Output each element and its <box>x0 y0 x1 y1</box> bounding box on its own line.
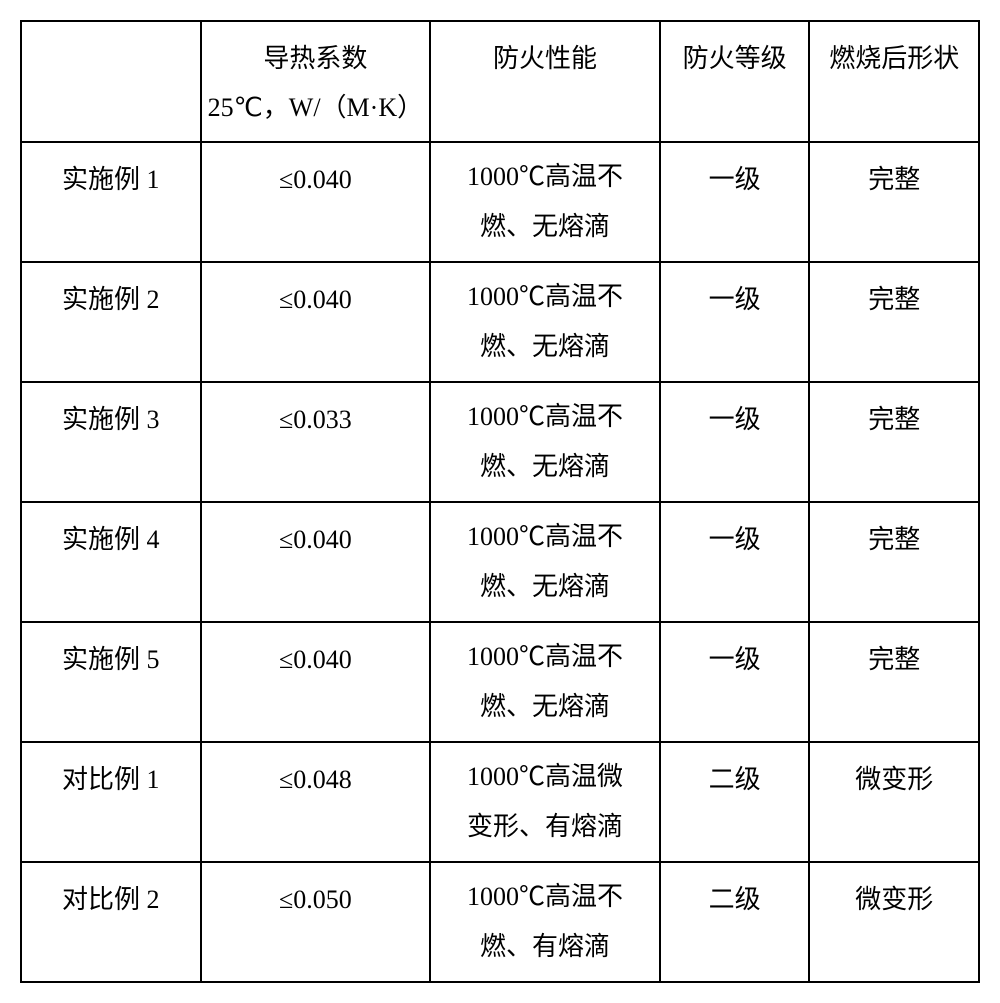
header-text: 燃烧后形状 <box>829 44 959 73</box>
cell-thermal: ≤0.033 <box>201 382 431 502</box>
cell-thermal: ≤0.040 <box>201 142 431 262</box>
table-row: 实施例 2 ≤0.040 1000℃高温不燃、无熔滴 一级 完整 <box>21 262 979 382</box>
cell-fire-perf: 1000℃高温不燃、有熔滴 <box>430 862 660 982</box>
header-cell-fire-grade: 防火等级 <box>660 21 810 142</box>
cell-grade: 一级 <box>660 622 810 742</box>
cell-fire-perf: 1000℃高温不燃、无熔滴 <box>430 502 660 622</box>
header-text: 导热系数 <box>263 44 367 73</box>
cell-fire-perf: 1000℃高温不燃、无熔滴 <box>430 262 660 382</box>
table-header-row: 导热系数 25℃，W/（M·K） 防火性能 防火等级 燃烧后形状 <box>21 21 979 142</box>
cell-grade: 二级 <box>660 862 810 982</box>
cell-shape: 微变形 <box>809 742 979 862</box>
properties-table: 导热系数 25℃，W/（M·K） 防火性能 防火等级 燃烧后形状 实施例 1 ≤… <box>20 20 980 983</box>
cell-sample: 实施例 3 <box>21 382 201 502</box>
header-cell-thermal-conductivity: 导热系数 25℃，W/（M·K） <box>201 21 431 142</box>
cell-sample: 对比例 2 <box>21 862 201 982</box>
table-row: 实施例 4 ≤0.040 1000℃高温不燃、无熔滴 一级 完整 <box>21 502 979 622</box>
cell-fire-perf: 1000℃高温不燃、无熔滴 <box>430 382 660 502</box>
cell-fire-perf: 1000℃高温微变形、有熔滴 <box>430 742 660 862</box>
cell-grade: 二级 <box>660 742 810 862</box>
cell-fire-perf: 1000℃高温不燃、无熔滴 <box>430 622 660 742</box>
cell-shape: 完整 <box>809 622 979 742</box>
cell-sample: 实施例 5 <box>21 622 201 742</box>
cell-fire-perf: 1000℃高温不燃、无熔滴 <box>430 142 660 262</box>
cell-sample: 对比例 1 <box>21 742 201 862</box>
cell-shape: 完整 <box>809 142 979 262</box>
table-row: 实施例 5 ≤0.040 1000℃高温不燃、无熔滴 一级 完整 <box>21 622 979 742</box>
cell-sample: 实施例 4 <box>21 502 201 622</box>
table-row: 实施例 3 ≤0.033 1000℃高温不燃、无熔滴 一级 完整 <box>21 382 979 502</box>
table-row: 对比例 2 ≤0.050 1000℃高温不燃、有熔滴 二级 微变形 <box>21 862 979 982</box>
cell-shape: 微变形 <box>809 862 979 982</box>
table-row: 实施例 1 ≤0.040 1000℃高温不燃、无熔滴 一级 完整 <box>21 142 979 262</box>
header-text: 25℃，W/（M·K） <box>208 93 424 122</box>
cell-thermal: ≤0.048 <box>201 742 431 862</box>
cell-thermal: ≤0.040 <box>201 622 431 742</box>
header-cell-empty <box>21 21 201 142</box>
cell-thermal: ≤0.040 <box>201 502 431 622</box>
cell-grade: 一级 <box>660 502 810 622</box>
header-text: 防火性能 <box>493 44 597 73</box>
header-cell-fire-performance: 防火性能 <box>430 21 660 142</box>
cell-grade: 一级 <box>660 262 810 382</box>
cell-shape: 完整 <box>809 502 979 622</box>
cell-shape: 完整 <box>809 262 979 382</box>
cell-thermal: ≤0.050 <box>201 862 431 982</box>
cell-shape: 完整 <box>809 382 979 502</box>
table-row: 对比例 1 ≤0.048 1000℃高温微变形、有熔滴 二级 微变形 <box>21 742 979 862</box>
cell-thermal: ≤0.040 <box>201 262 431 382</box>
header-cell-shape-after-burn: 燃烧后形状 <box>809 21 979 142</box>
header-text: 防火等级 <box>683 44 787 73</box>
cell-sample: 实施例 2 <box>21 262 201 382</box>
cell-grade: 一级 <box>660 142 810 262</box>
cell-sample: 实施例 1 <box>21 142 201 262</box>
cell-grade: 一级 <box>660 382 810 502</box>
